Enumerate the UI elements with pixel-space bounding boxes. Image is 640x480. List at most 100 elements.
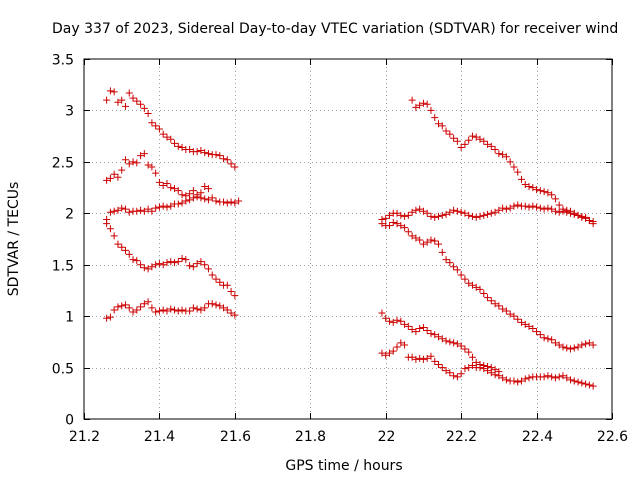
data-point <box>548 336 556 344</box>
data-point <box>465 364 473 372</box>
data-point <box>582 380 590 388</box>
data-point <box>533 203 541 211</box>
data-point <box>148 119 156 127</box>
data-point <box>404 322 412 330</box>
data-point <box>525 183 533 191</box>
data-point <box>197 194 205 202</box>
data-point <box>408 353 416 361</box>
data-point <box>476 285 484 293</box>
data-point <box>487 297 495 305</box>
data-point <box>397 317 405 325</box>
data-point <box>204 196 212 204</box>
data-point <box>472 213 480 221</box>
data-point <box>231 199 239 207</box>
data-point <box>401 212 409 220</box>
data-point <box>517 318 525 326</box>
data-point <box>155 260 163 268</box>
data-point <box>551 207 559 215</box>
data-point <box>472 133 480 141</box>
data-point <box>404 228 412 236</box>
data-point <box>118 204 126 212</box>
data-point <box>423 327 431 335</box>
data-point <box>171 259 179 267</box>
data-point <box>446 208 454 216</box>
data-point <box>563 374 571 382</box>
data-point <box>442 127 450 135</box>
data-point <box>499 151 507 159</box>
data-point <box>103 220 111 228</box>
x-tick-label: 21.2 <box>69 429 100 445</box>
data-point <box>457 342 465 350</box>
data-point <box>574 211 582 219</box>
data-point <box>499 374 507 382</box>
data-point <box>461 275 469 283</box>
data-point <box>510 312 518 320</box>
data-point <box>110 207 118 215</box>
data-point <box>155 125 163 133</box>
y-tick-label: 1.5 <box>52 259 74 275</box>
data-point <box>137 206 145 214</box>
data-point <box>555 208 563 216</box>
data-point <box>461 140 469 148</box>
data-point <box>491 208 499 216</box>
data-point <box>159 130 167 138</box>
data-point <box>427 330 435 338</box>
data-point <box>106 174 114 182</box>
data-point <box>438 211 446 219</box>
data-point <box>555 373 563 381</box>
data-point <box>442 256 450 264</box>
data-point <box>129 308 137 316</box>
data-point <box>106 313 114 321</box>
data-point <box>223 199 231 207</box>
data-point <box>412 206 420 214</box>
data-point <box>533 328 541 336</box>
data-point <box>140 150 148 158</box>
data-point <box>412 328 420 336</box>
data-point <box>144 110 152 118</box>
data-point <box>155 203 163 211</box>
data-point <box>140 207 148 215</box>
data-point <box>578 341 586 349</box>
data-point <box>491 371 499 379</box>
data-point <box>171 185 179 193</box>
data-point <box>171 306 179 314</box>
data-point <box>137 303 145 311</box>
data-point <box>167 305 175 313</box>
data-point <box>201 195 209 203</box>
data-point <box>208 271 216 279</box>
data-point <box>453 340 461 348</box>
data-point <box>427 352 435 360</box>
data-point <box>506 310 514 318</box>
data-point <box>197 306 205 314</box>
data-point <box>450 134 458 142</box>
data-point <box>461 345 469 353</box>
data-point <box>499 305 507 313</box>
x-tick-label: 22.4 <box>522 429 553 445</box>
data-point <box>521 375 529 383</box>
data-point <box>484 367 492 375</box>
data-point <box>465 211 473 219</box>
data-point <box>435 333 443 341</box>
data-point <box>480 290 488 298</box>
data-point <box>567 376 575 384</box>
data-point <box>137 152 145 160</box>
data-point <box>178 255 186 263</box>
data-point <box>140 104 148 112</box>
plot-area-frame <box>83 58 613 420</box>
data-point <box>118 166 126 174</box>
x-axis-label: GPS time / hours <box>285 458 402 474</box>
data-point <box>465 279 473 287</box>
data-point <box>182 256 190 264</box>
data-point <box>133 207 141 215</box>
data-point <box>186 146 194 154</box>
data-point <box>502 376 510 384</box>
data-point <box>435 360 443 368</box>
data-point <box>204 265 212 273</box>
x-tick-label: 21.8 <box>295 429 326 445</box>
data-point <box>442 367 450 375</box>
data-point <box>450 263 458 271</box>
data-point <box>231 311 239 319</box>
data-point <box>167 184 175 192</box>
data-point <box>378 309 386 317</box>
data-point <box>574 343 582 351</box>
